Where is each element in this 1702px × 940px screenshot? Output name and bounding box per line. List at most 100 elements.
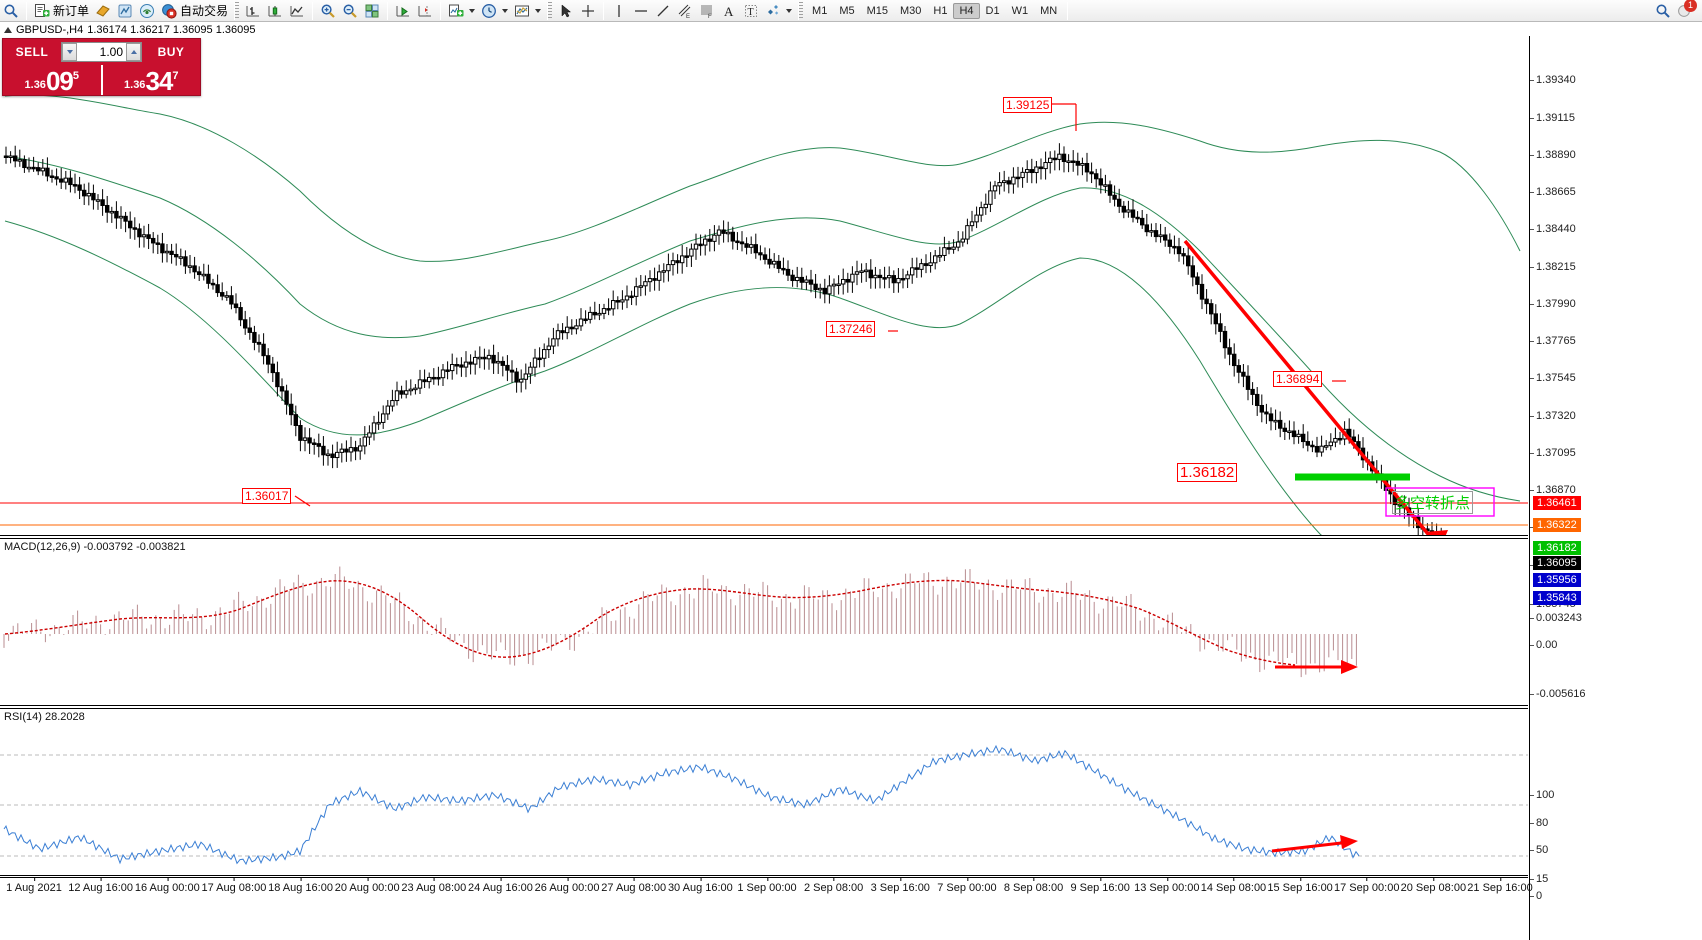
chevron-down-icon[interactable] [469,8,476,13]
rsi-pane[interactable]: RSI(14) 28.2028 [0,708,1528,876]
toolbar-grip-2[interactable] [547,1,553,20]
magnifier-glyph [3,3,19,19]
ask-main: 34 [145,66,173,96]
zoom-out-glyph [342,3,358,19]
price-tag-136461[interactable]: 1.36461 [1533,496,1581,510]
expert-advisors-icon[interactable] [114,1,136,21]
price-tag-136095[interactable]: 1.36095 [1533,556,1581,570]
time-label-4: 18 Aug 16:00 [268,877,333,894]
rsi-tick-100: 100 [1529,789,1555,801]
horizontal-line-glyph [633,3,649,19]
channel-glyph: E [677,3,693,19]
timeframe-m15[interactable]: M15 [866,4,888,17]
price-tag-135843[interactable]: 1.35843 [1533,591,1581,605]
chart-area[interactable]: MACD(12,26,9) -0.003792 -0.003821 RSI(14… [0,36,1702,940]
timeframe-d1[interactable]: D1 [985,4,1000,17]
timeframe-m30[interactable]: M30 [900,4,922,17]
rsi-chart-svg [0,744,1528,866]
time-label-20: 17 Sep 00:00 [1333,877,1400,894]
fibonacci-icon[interactable]: F [696,1,718,21]
sell-button[interactable]: SELL [15,45,49,59]
timeframe-h4[interactable]: H4 [953,2,980,19]
chevron-down-icon-3[interactable] [535,8,542,13]
line-chart-icon[interactable] [286,1,308,21]
new-order-button[interactable]: 新订单 [31,1,92,21]
macd-tick-1: 0.00 [1529,639,1558,651]
ask-prefix: 1.36 [124,79,146,91]
annot-136017[interactable]: 1.36017 [242,488,292,504]
rsi-trend-arrow-head [1340,835,1358,849]
timeframe-h1[interactable]: H1 [933,4,948,17]
add-indicator-icon[interactable] [445,1,478,21]
search-icon[interactable] [1652,1,1674,21]
annot-136182[interactable]: 1.36182 [1177,463,1238,482]
bar-chart-icon[interactable] [242,1,264,21]
cursor-icon[interactable] [555,1,577,21]
zoom-in-icon[interactable] [317,1,339,21]
horizontal-line-icon[interactable] [630,1,652,21]
time-axis[interactable]: 1 Aug 2021 12 Aug 16:00 16 Aug 00:00 17 Aug… [0,877,1533,940]
toolbar-separator [26,1,27,20]
price-tag-135956[interactable]: 1.35956 [1533,573,1581,587]
macd-pane[interactable]: MACD(12,26,9) -0.003792 -0.003821 [0,538,1528,706]
shapes-icon[interactable] [762,1,795,21]
timeframe-m1[interactable]: M1 [812,4,828,17]
one-click-trading-panel[interactable]: SELL 1.00 BUY 1.36 09 5 1.36 34 7 [2,38,201,96]
equidistant-channel-icon[interactable]: E [674,1,696,21]
auto-scroll-icon[interactable] [392,1,414,21]
annot-139125[interactable]: 1.39125 [1003,97,1053,113]
text-icon[interactable]: A [718,1,740,21]
volume-increase-button[interactable] [126,43,141,61]
annot-137246[interactable]: 1.37246 [826,321,876,337]
timeframe-w1[interactable]: W1 [1011,4,1029,17]
period-clock-icon[interactable] [478,1,511,21]
vertical-line-icon[interactable] [608,1,630,21]
tile-windows-icon[interactable] [361,1,383,21]
rsi-tick-50: 50 [1529,844,1549,856]
notification-icon[interactable]: 1 [1674,0,1697,21]
price-tick-137990: 1.37990 [1530,298,1576,310]
toolbar-grip[interactable] [234,1,240,20]
price-tag-136182[interactable]: 1.36182 [1533,541,1581,555]
volume-decrease-button[interactable] [62,43,77,61]
chevron-down-icon-4[interactable] [786,8,793,13]
timeframe-mn[interactable]: MN [1040,4,1058,17]
bull-bear-turning-point-label[interactable]: 多空转折点 [1392,491,1474,514]
price-scale[interactable]: 1.39340 1.39115 1.38890 1.38665 1.38440 1.382… [1529,36,1702,940]
volume-value[interactable]: 1.00 [99,45,123,59]
bar-chart-glyph [245,3,261,19]
timeframe-m5[interactable]: M5 [839,4,855,17]
toolbar-grip-3[interactable] [798,1,804,20]
templates-icon[interactable] [511,1,544,21]
buy-button[interactable]: BUY [157,45,185,59]
candlestick-chart-icon[interactable] [264,1,286,21]
signals-icon[interactable] [136,1,158,21]
zoom-out-icon[interactable] [339,1,361,21]
chevron-down-icon-2[interactable] [502,8,509,13]
chart-shift-icon[interactable] [414,1,436,21]
macd-tick-2: -0.005616 [1530,688,1586,700]
tile-windows-glyph [364,3,380,19]
svg-text:F: F [708,14,712,19]
price-tick-138215: 1.38215 [1530,261,1576,273]
price-tag-136322[interactable]: 1.36322 [1533,518,1581,532]
autotrading-button[interactable]: 自动交易 [158,1,231,21]
bid-quote[interactable]: 1.36 09 5 [3,65,103,95]
crosshair-icon[interactable] [577,1,599,21]
toolbar-separator-4 [440,1,442,20]
volume-stepper[interactable]: 1.00 [61,42,142,62]
metaeditor-icon[interactable] [92,1,114,21]
expand-triangle-icon[interactable] [4,26,12,33]
ask-quote[interactable]: 1.36 34 7 [103,65,201,95]
time-label-6: 23 Aug 08:00 [401,877,467,894]
time-label-12: 2 Sep 08:00 [803,877,864,894]
price-pane[interactable] [0,36,1528,536]
trendline-icon[interactable] [652,1,674,21]
crosshair-glyph [580,3,596,19]
label-icon[interactable]: T [740,1,762,21]
macd-chart-svg [3,566,1358,678]
notification-badge: 1 [1684,0,1697,12]
price-tick-136870: 1.36870 [1530,484,1576,496]
magnifier-icon[interactable] [0,1,22,21]
annot-136894[interactable]: 1.36894 [1273,371,1323,387]
